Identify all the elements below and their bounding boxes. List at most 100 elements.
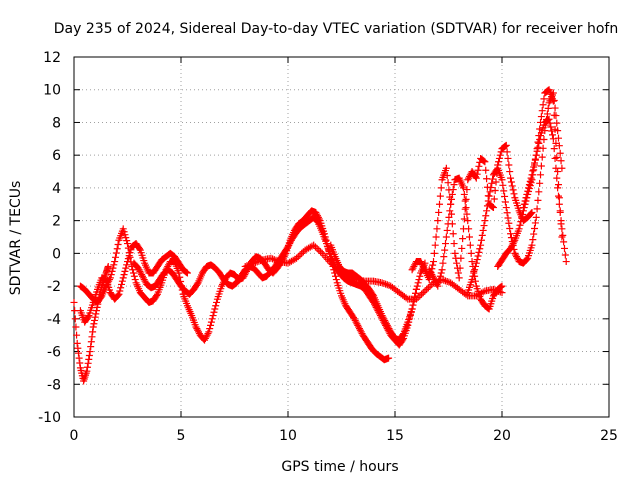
data-point (206, 325, 214, 333)
data-point (528, 241, 536, 249)
data-point (499, 181, 507, 189)
series-track-10 (76, 240, 191, 326)
data-point (442, 240, 450, 248)
data-point (136, 267, 144, 275)
data-point (492, 178, 500, 186)
data-point (457, 254, 465, 262)
data-point (536, 179, 544, 187)
data-point (183, 269, 191, 277)
data-point (88, 333, 96, 341)
data-point (356, 326, 364, 334)
data-point (430, 249, 438, 257)
data-point (475, 248, 483, 256)
data-point (530, 230, 538, 238)
data-point (555, 200, 563, 208)
y-tick-label: 12 (43, 50, 61, 66)
data-point (97, 293, 105, 301)
data-point (507, 243, 515, 251)
data-point (121, 231, 129, 239)
data-point (442, 164, 450, 172)
data-point (466, 241, 474, 249)
data-point (429, 261, 437, 269)
plot-frame (73, 56, 610, 418)
data-point (465, 225, 473, 233)
data-point (473, 170, 481, 178)
data-point (557, 217, 565, 225)
data-point (443, 226, 451, 234)
y-tick-label: 2 (52, 214, 61, 230)
data-point (505, 161, 513, 169)
data-point (488, 179, 496, 187)
data-point (496, 151, 504, 159)
data-point (382, 318, 390, 326)
data-point (534, 143, 542, 151)
data-point (384, 323, 392, 331)
data-point (528, 171, 536, 179)
data-point (562, 258, 570, 266)
data-point (550, 111, 558, 119)
data-point (382, 280, 390, 288)
data-point (513, 254, 521, 262)
data-point (123, 237, 131, 245)
data-point (554, 181, 562, 189)
data-point (471, 266, 479, 274)
data-point (286, 240, 294, 248)
data-point (481, 217, 489, 225)
data-point (243, 262, 251, 270)
data-point (308, 242, 316, 250)
x-tick-label: 25 (600, 428, 618, 444)
data-point (428, 271, 436, 279)
data-point (550, 145, 558, 153)
data-point (471, 277, 479, 285)
data-point (421, 287, 429, 295)
data-point (455, 274, 463, 282)
data-point (498, 289, 506, 297)
data-point (508, 241, 516, 249)
data-point (427, 269, 435, 277)
data-point (560, 244, 568, 252)
data-point (74, 344, 82, 352)
y-tick-label: 8 (52, 115, 61, 131)
data-point (412, 285, 420, 293)
data-point (462, 204, 470, 212)
data-point (411, 293, 419, 301)
data-point (201, 334, 209, 342)
data-point (76, 359, 84, 367)
data-point (436, 192, 444, 200)
data-point (183, 268, 191, 276)
data-point (380, 315, 388, 323)
data-point (441, 246, 449, 254)
data-point (430, 258, 438, 266)
data-point (415, 276, 423, 284)
data-point (194, 326, 202, 334)
data-point (209, 312, 217, 320)
data-point (447, 200, 455, 208)
data-point (501, 198, 509, 206)
data-point (425, 266, 433, 274)
data-point (540, 95, 548, 103)
data-point (430, 274, 438, 282)
data-point (207, 318, 215, 326)
data-point (547, 123, 555, 131)
data-point (446, 207, 454, 215)
data-point (135, 266, 143, 274)
data-point (386, 326, 394, 334)
data-point (486, 188, 494, 196)
data-point (87, 343, 95, 351)
data-point (463, 210, 471, 218)
data-point (497, 283, 505, 291)
data-point (86, 348, 94, 356)
data-point (458, 244, 466, 252)
data-point (294, 253, 302, 261)
data-point (556, 149, 564, 157)
y-tick-label: -10 (38, 410, 61, 426)
data-point (444, 220, 452, 228)
data-point (284, 243, 292, 251)
data-point (431, 241, 439, 249)
data-point (489, 175, 497, 183)
data-point (353, 320, 361, 328)
data-point (114, 291, 122, 299)
data-point (203, 331, 211, 339)
data-point (313, 244, 321, 252)
